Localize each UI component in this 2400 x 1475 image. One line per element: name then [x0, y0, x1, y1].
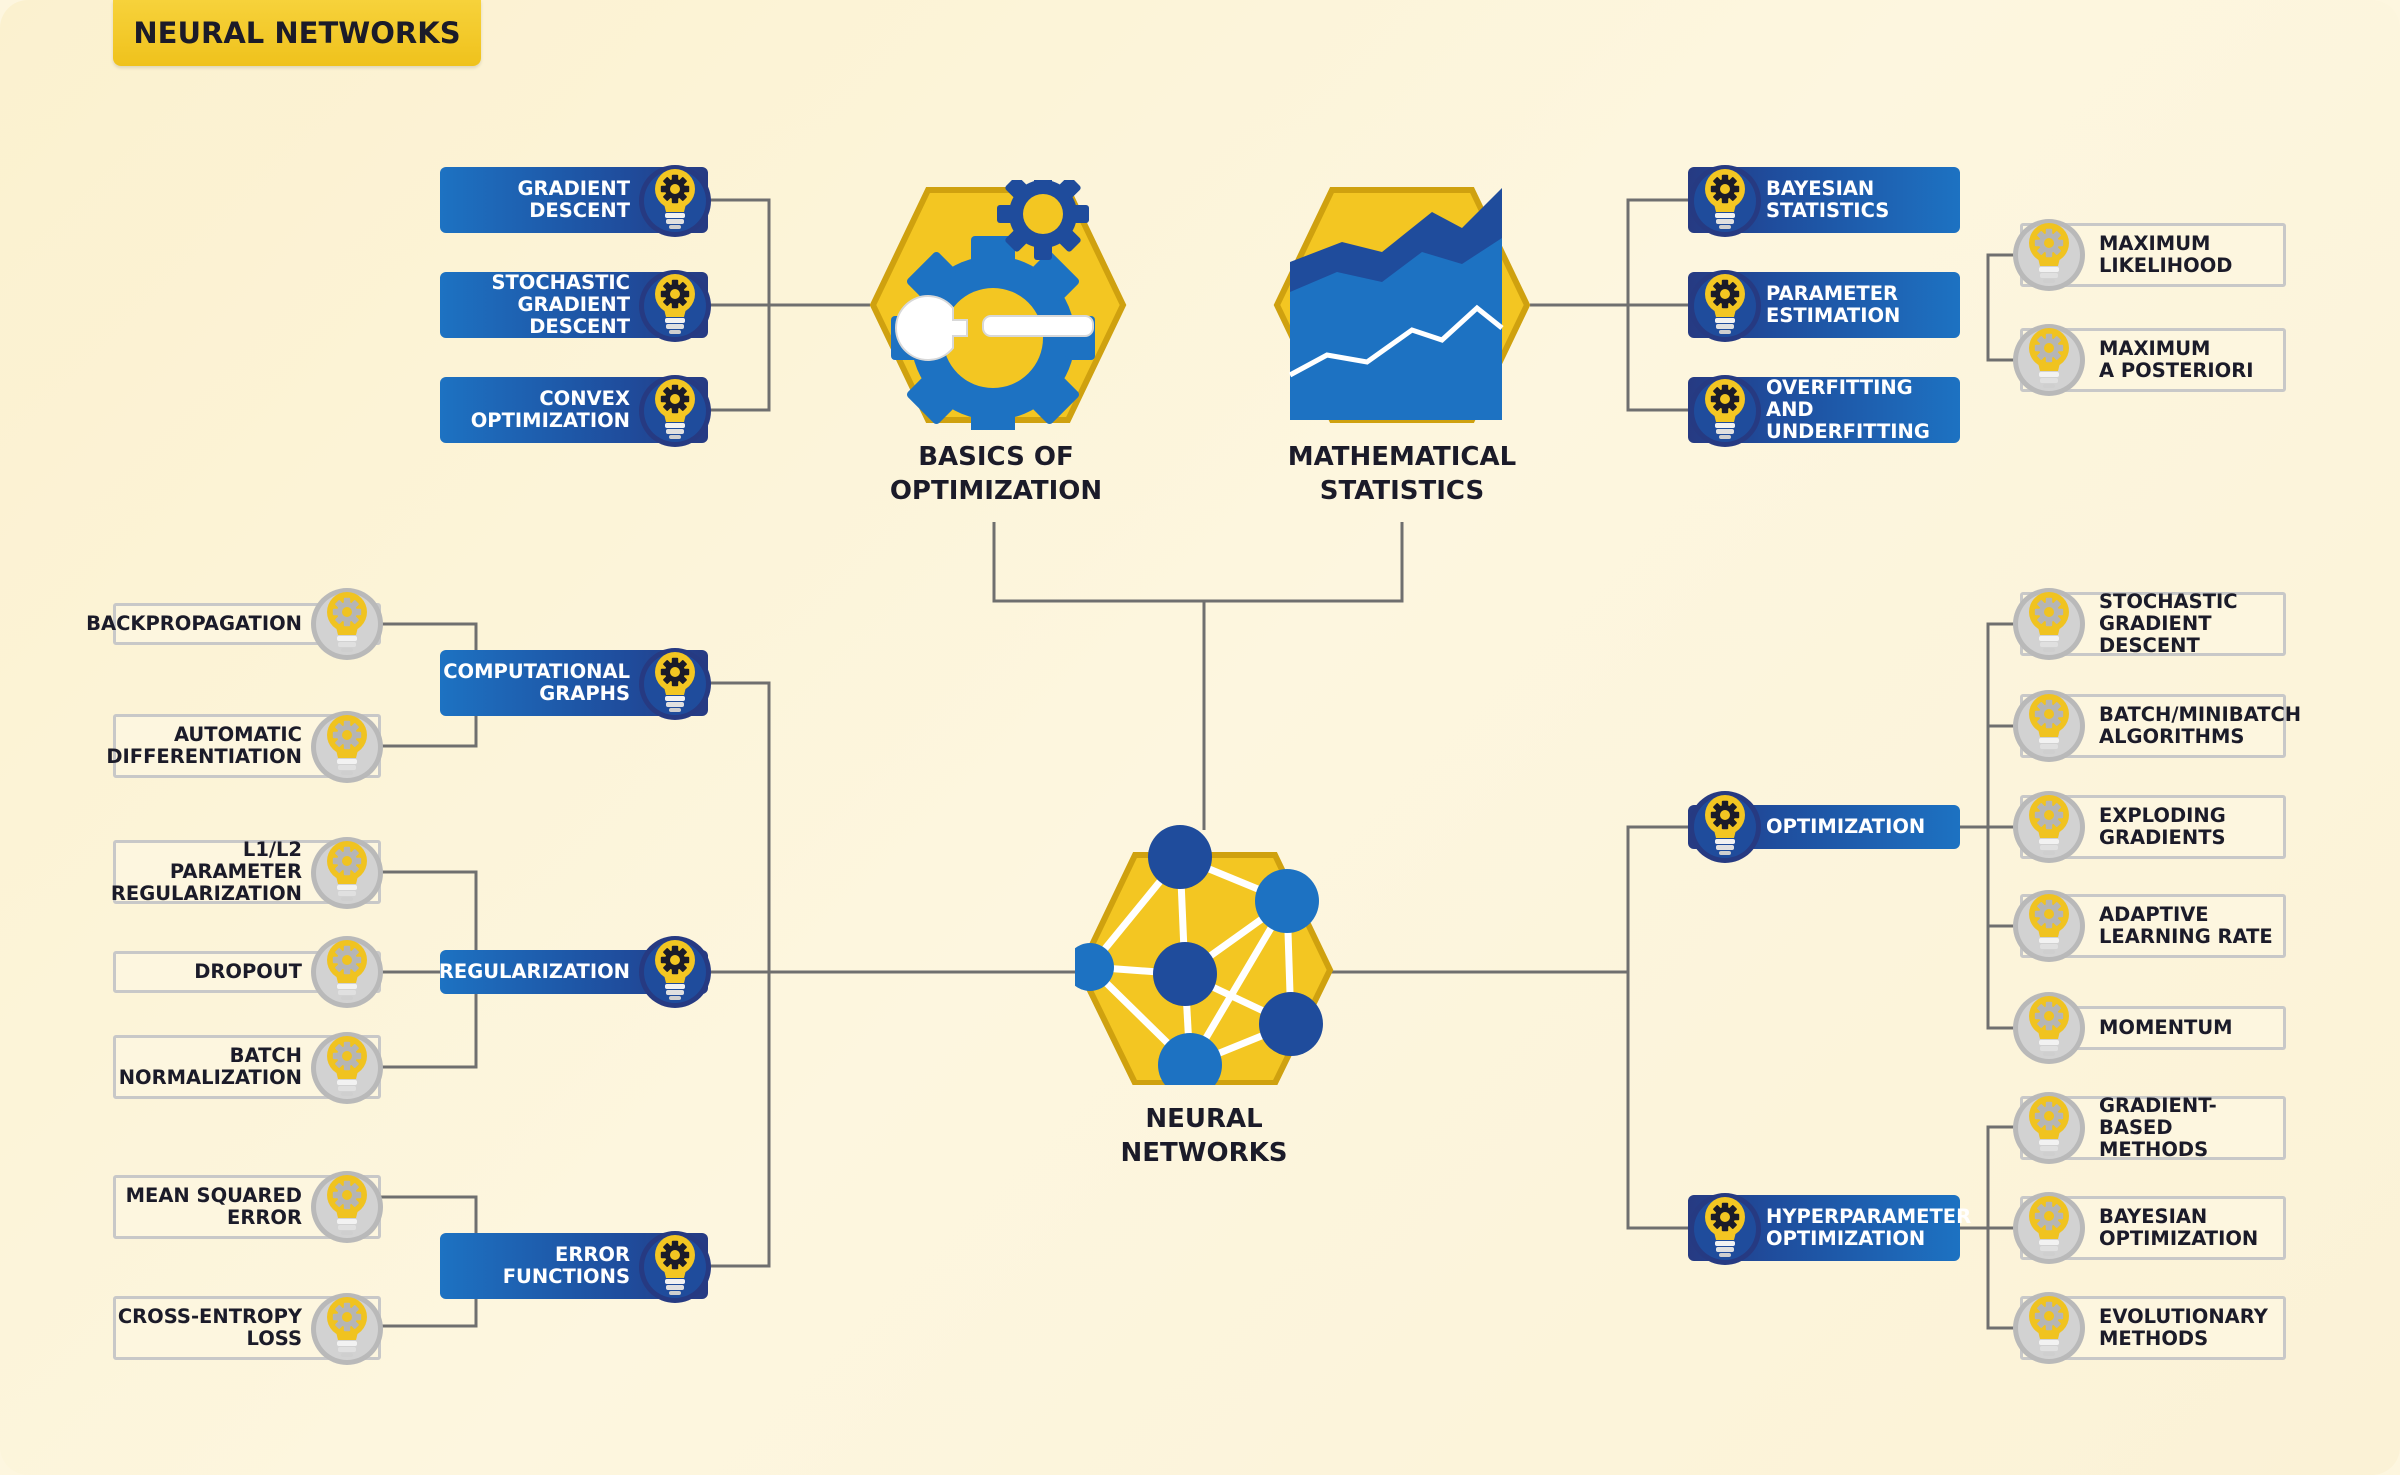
gear-lightbulb-icon: [2010, 321, 2088, 399]
gear-lightbulb-icon: [308, 585, 386, 663]
gear-lightbulb-icon: [636, 267, 714, 345]
gear-lightbulb-icon: [2010, 1189, 2088, 1267]
gear-lightbulb-icon: [1686, 788, 1764, 866]
gear-lightbulb-icon: [1686, 372, 1764, 450]
gear-lightbulb-icon: [1686, 162, 1764, 240]
gear-lightbulb-icon: [308, 1029, 386, 1107]
statistics-hub-icon: [1273, 187, 1531, 423]
gear-lightbulb-icon: [2010, 887, 2088, 965]
optimization-hub-icon: [869, 180, 1127, 430]
gear-lightbulb-icon: [1686, 267, 1764, 345]
gear-lightbulb-icon: [308, 834, 386, 912]
gear-lightbulb-icon: [308, 1168, 386, 1246]
gear-lightbulb-icon: [308, 933, 386, 1011]
gear-lightbulb-icon: [2010, 989, 2088, 1067]
gear-lightbulb-icon: [2010, 788, 2088, 866]
gear-lightbulb-icon: [2010, 216, 2088, 294]
gear-lightbulb-icon: [636, 645, 714, 723]
neural-network-hub-icon: [1075, 825, 1334, 1085]
statistics-hub-label: MATHEMATICAL STATISTICS: [1287, 442, 1517, 506]
gear-lightbulb-icon: [2010, 687, 2088, 765]
center-hub-label: NEURAL NETWORKS: [1120, 1104, 1288, 1168]
gear-lightbulb-icon: [636, 933, 714, 1011]
gear-lightbulb-icon: [636, 372, 714, 450]
gear-lightbulb-icon: [2010, 1289, 2088, 1367]
gear-lightbulb-icon: [2010, 1089, 2088, 1167]
gear-lightbulb-icon: [2010, 585, 2088, 663]
gear-lightbulb-icon: [636, 1228, 714, 1306]
gear-lightbulb-icon: [308, 1290, 386, 1368]
optimization-hub-label: BASICS OF OPTIMIZATION: [889, 442, 1103, 506]
gear-lightbulb-icon: [308, 708, 386, 786]
page-title: NEURAL NETWORKS: [113, 0, 481, 66]
gear-lightbulb-icon: [636, 162, 714, 240]
gear-lightbulb-icon: [1686, 1190, 1764, 1268]
